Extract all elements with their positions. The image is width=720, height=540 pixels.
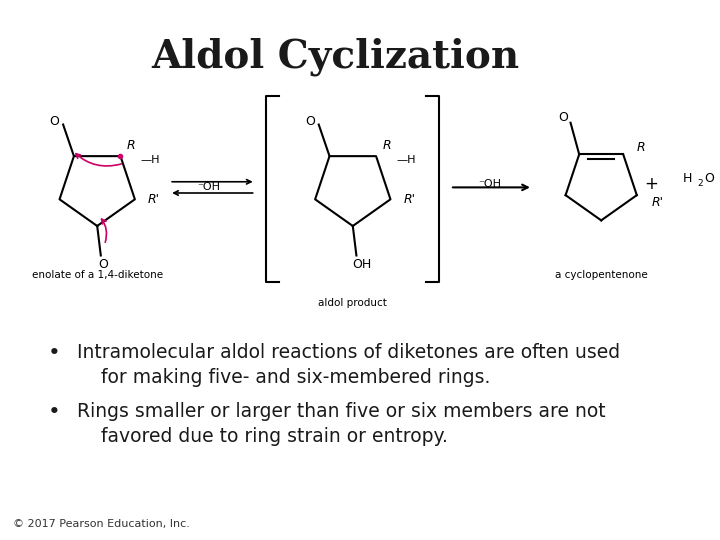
Text: 2: 2 (697, 179, 703, 188)
Text: R': R' (403, 193, 415, 206)
Text: aldol product: aldol product (318, 298, 387, 308)
Text: +: + (644, 175, 659, 193)
Text: Intramolecular aldol reactions of diketones are often used
    for making five- : Intramolecular aldol reactions of diketo… (77, 343, 620, 387)
Text: ⁻OH: ⁻OH (478, 179, 501, 189)
Text: Aldol Cyclization: Aldol Cyclization (151, 38, 519, 76)
Text: R: R (127, 139, 135, 152)
Text: —H: —H (396, 154, 415, 165)
Text: R: R (637, 141, 646, 154)
Text: O: O (98, 258, 108, 271)
Text: Rings smaller or larger than five or six members are not
    favored due to ring: Rings smaller or larger than five or six… (77, 402, 606, 446)
Text: O: O (704, 172, 714, 185)
Text: R': R' (148, 193, 160, 206)
Text: ⁻OH: ⁻OH (197, 183, 220, 192)
Text: © 2017 Pearson Education, Inc.: © 2017 Pearson Education, Inc. (14, 519, 190, 529)
Text: a cyclopentenone: a cyclopentenone (555, 270, 647, 280)
Text: O: O (50, 114, 60, 127)
Text: H: H (683, 172, 693, 185)
Text: R: R (382, 139, 391, 152)
Text: enolate of a 1,4-diketone: enolate of a 1,4-diketone (32, 270, 163, 280)
Text: O: O (305, 114, 315, 127)
Text: •: • (48, 343, 60, 363)
Text: —H: —H (140, 154, 160, 165)
Text: •: • (48, 402, 60, 422)
Text: R': R' (651, 195, 663, 208)
Text: O: O (559, 111, 568, 124)
Text: OH: OH (353, 258, 372, 271)
